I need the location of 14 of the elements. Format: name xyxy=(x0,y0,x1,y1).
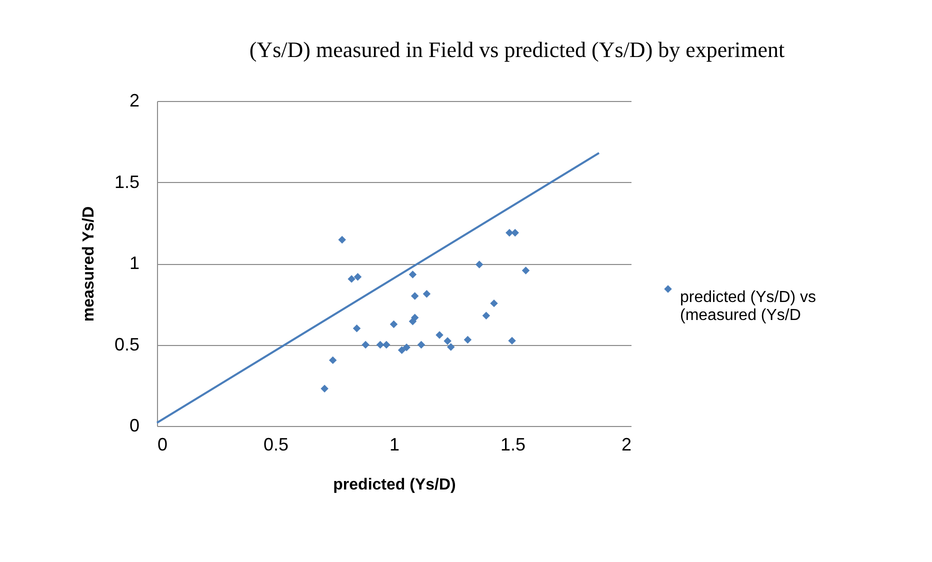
y-tick-label: 0.5 xyxy=(114,334,140,354)
legend-label: predicted (Ys/D) vs (measured (Ys/D xyxy=(680,289,816,324)
y-tick-label: 1 xyxy=(129,253,140,273)
x-tick-label: 0.5 xyxy=(263,434,289,454)
y-axis-title: measured Ys/D xyxy=(80,206,98,322)
chart-title: (Ys/D) measured in Field vs predicted (Ys/D) by experiment xyxy=(249,37,785,62)
y-tick-label: 0 xyxy=(129,416,140,436)
x-tick-label: 2 xyxy=(621,434,632,454)
y-tick-label: 1.5 xyxy=(114,172,140,192)
x-axis-title: predicted (Ys/D) xyxy=(333,476,456,494)
x-tick-label: 1 xyxy=(389,434,400,454)
x-tick-label: 0 xyxy=(158,434,168,454)
y-tick-label: 2 xyxy=(129,90,140,110)
x-tick-label: 1.5 xyxy=(500,434,526,454)
